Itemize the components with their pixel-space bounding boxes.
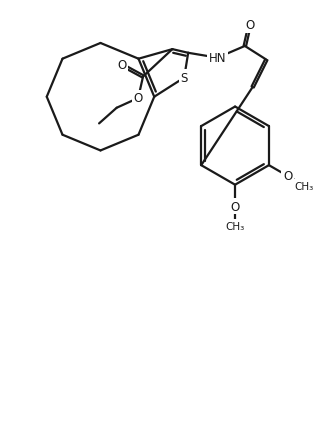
Text: S: S — [181, 72, 188, 85]
Text: HN: HN — [209, 52, 226, 65]
Text: O: O — [134, 92, 143, 105]
Text: CH₃: CH₃ — [225, 221, 245, 231]
Text: O: O — [117, 59, 126, 72]
Text: O: O — [283, 170, 292, 183]
Text: CH₃: CH₃ — [295, 181, 314, 191]
Text: O: O — [245, 19, 254, 32]
Text: O: O — [231, 200, 240, 213]
